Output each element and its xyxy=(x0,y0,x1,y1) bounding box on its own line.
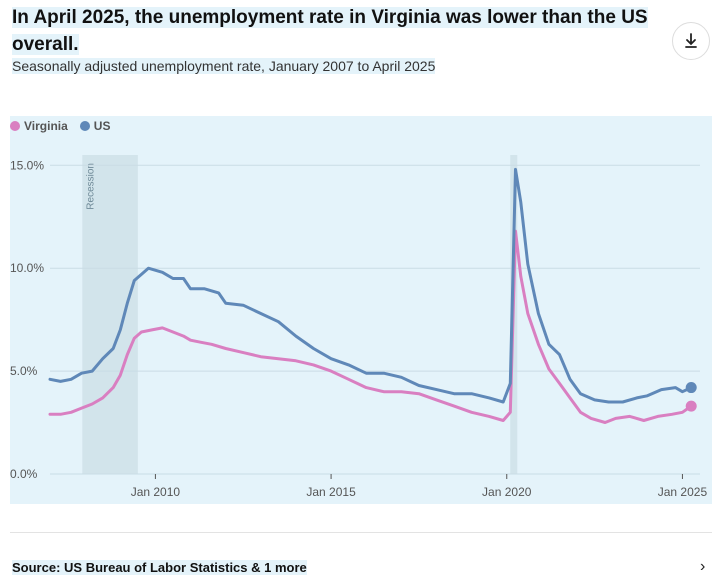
x-tick-label: Jan 2020 xyxy=(482,485,532,499)
x-tick-label: Jan 2025 xyxy=(658,485,708,499)
series-line-virginia xyxy=(48,229,693,424)
source-label: Source: xyxy=(12,560,61,575)
series-line-us xyxy=(48,167,693,404)
x-tick-label: Jan 2010 xyxy=(131,485,181,499)
legend-dot-virginia xyxy=(10,121,20,131)
chart-legend: Virginia US xyxy=(10,118,110,134)
legend-label-virginia: Virginia xyxy=(24,119,68,133)
source-text: US Bureau of Labor Statistics & 1 more xyxy=(64,560,307,575)
series-endpoint-virginia[interactable] xyxy=(685,400,697,412)
legend-label-us: US xyxy=(93,119,111,133)
legend-item-virginia[interactable]: Virginia xyxy=(10,118,68,134)
chevron-right-icon[interactable]: › xyxy=(700,558,706,575)
recession-label: Recession xyxy=(85,163,96,210)
series-endpoint-us[interactable] xyxy=(685,382,697,394)
y-tick-label: 5.0% xyxy=(10,364,38,378)
y-tick-label: 10.0% xyxy=(10,261,44,275)
y-tick-label: 15.0% xyxy=(10,158,44,172)
recession-band-0 xyxy=(82,155,138,474)
source-line[interactable]: Source: US Bureau of Labor Statistics & … xyxy=(12,560,307,575)
download-icon xyxy=(685,33,697,48)
y-tick-label: 0.0% xyxy=(10,467,38,481)
footer-divider xyxy=(10,532,712,533)
legend-dot-us xyxy=(79,121,90,131)
chart-subtitle: Seasonally adjusted unemployment rate, J… xyxy=(12,58,436,74)
legend-item-us[interactable]: US xyxy=(79,118,111,134)
chart-title: In April 2025, the unemployment rate in … xyxy=(12,7,648,55)
x-tick-label: Jan 2015 xyxy=(306,485,356,499)
download-button[interactable] xyxy=(672,22,710,60)
